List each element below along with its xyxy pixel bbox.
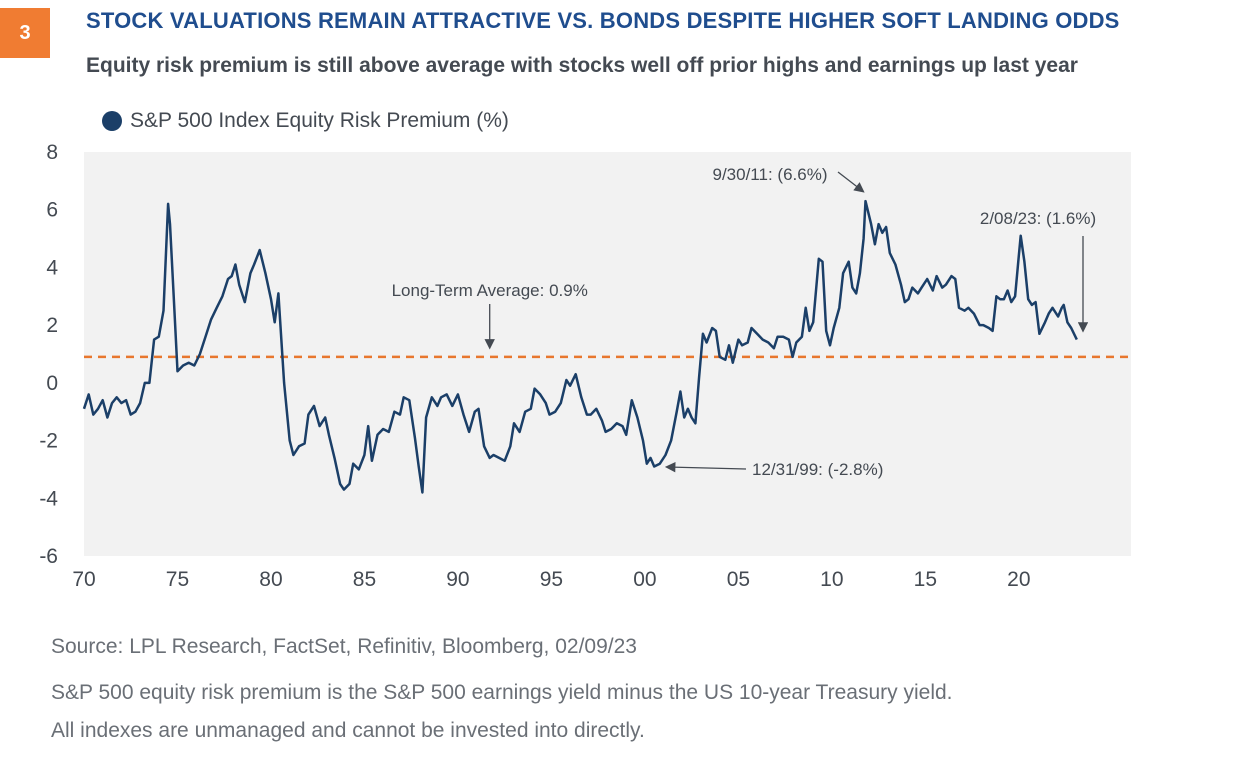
annotation-peak-2011: 9/30/11: (6.6%) (713, 165, 828, 184)
x-tick-label: 15 (914, 568, 937, 591)
legend-label: S&P 500 Index Equity Risk Premium (%) (130, 109, 509, 132)
y-tick-label: 6 (46, 199, 58, 222)
chart-subtitle: Equity risk premium is still above avera… (86, 54, 1078, 77)
y-tick-label: -6 (39, 545, 58, 568)
annotation-low-1999: 12/31/99: (-2.8%) (752, 460, 883, 479)
y-tick-label: -2 (39, 430, 58, 453)
series-line-equity-risk-premium (82, 199, 1078, 494)
x-tick-label: 10 (820, 568, 843, 591)
y-tick-label: 0 (46, 372, 58, 395)
average-label: Long-Term Average: 0.9% (392, 281, 588, 300)
legend-marker (102, 111, 122, 131)
x-tick-label: 20 (1007, 568, 1030, 591)
x-tick-label: 95 (540, 568, 563, 591)
plot-background (84, 152, 1131, 556)
x-tick-label: 05 (727, 568, 750, 591)
annotation-low-1999-arrow (664, 462, 747, 473)
y-tick-label: 4 (46, 256, 58, 279)
x-tick-label: 70 (72, 568, 95, 591)
x-tick-label: 90 (446, 568, 469, 591)
annotation-latest-2023: 2/08/23: (1.6%) (980, 209, 1096, 228)
y-tick-label: -4 (39, 487, 58, 510)
x-tick-label: 85 (353, 568, 376, 591)
disclaimer-note: All indexes are unmanaged and cannot be … (51, 719, 645, 742)
chart-number-badge: 3 (0, 8, 50, 58)
chart-legend: S&P 500 Index Equity Risk Premium (%) (102, 109, 509, 133)
chart-title: STOCK VALUATIONS REMAIN ATTRACTIVE VS. B… (86, 8, 1120, 33)
source-note: Source: LPL Research, FactSet, Refinitiv… (51, 635, 637, 658)
y-tick-label: 8 (46, 141, 58, 164)
x-tick-label: 80 (259, 568, 282, 591)
y-tick-label: 2 (46, 314, 58, 337)
annotation-peak-2011-arrow (837, 171, 865, 193)
x-tick-label: 00 (633, 568, 656, 591)
definition-note: S&P 500 equity risk premium is the S&P 5… (51, 681, 953, 704)
x-tick-label: 75 (166, 568, 189, 591)
